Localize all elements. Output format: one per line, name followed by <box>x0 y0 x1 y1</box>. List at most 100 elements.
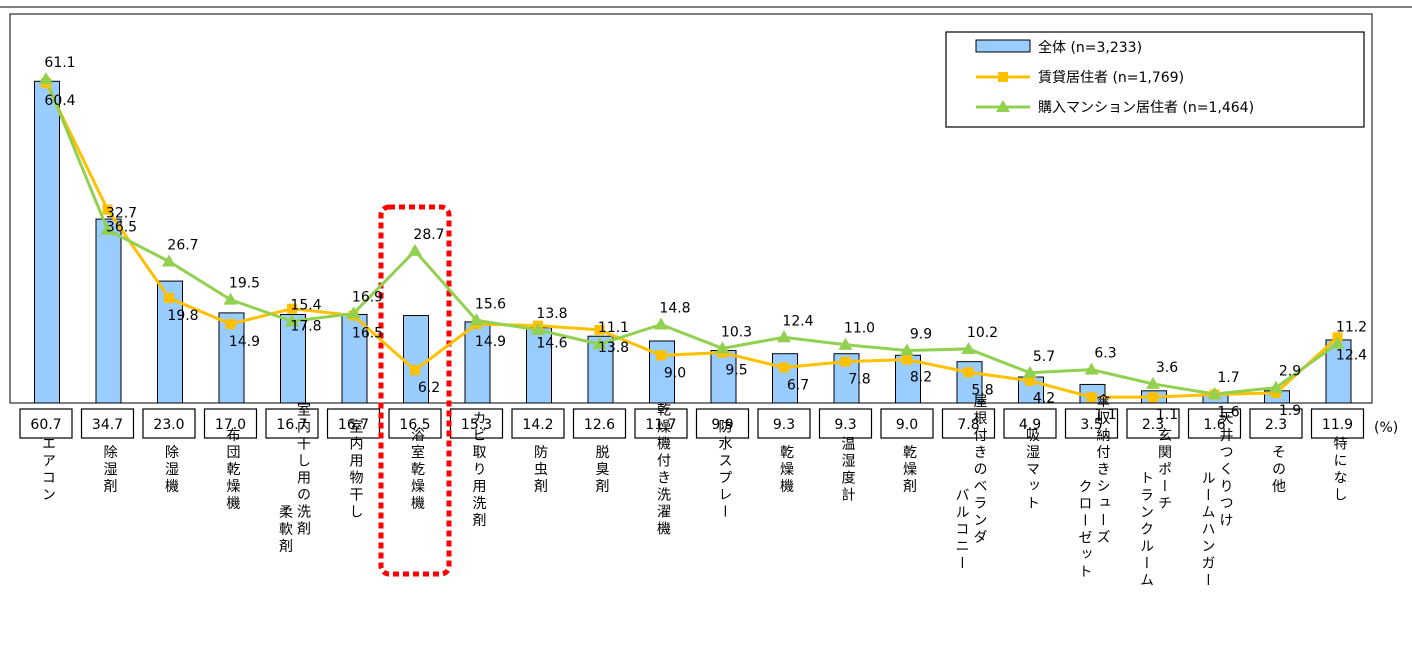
owned-label-21: 11.2 <box>1336 320 1367 336</box>
bar-value-label-9: 12.6 <box>584 417 615 433</box>
bar-value-label-21: 11.9 <box>1322 417 1353 433</box>
category-label-18-0: 玄関ポーチ <box>1156 427 1172 513</box>
rental-label-9: 13.8 <box>598 340 629 356</box>
owned-point-7 <box>469 313 484 326</box>
rental-point-1 <box>102 204 113 215</box>
owned-label-8: 13.8 <box>536 306 567 322</box>
bar-7 <box>464 321 491 404</box>
rental-label-14: 8.2 <box>910 370 932 386</box>
legend-swatch-bar <box>975 39 1031 53</box>
owned-point-19 <box>1207 386 1222 399</box>
category-label-4-1: 柔軟剤 <box>277 505 293 556</box>
category-label-19-0: 天井つくりつけ <box>1218 411 1234 530</box>
rental-label-8: 14.6 <box>536 336 567 352</box>
owned-label-5: 16.9 <box>352 289 383 305</box>
owned-label-18: 3.6 <box>1156 360 1178 376</box>
category-label-15-1: バルコニー <box>954 488 970 573</box>
owned-point-18 <box>1146 376 1160 389</box>
owned-point-10 <box>654 317 668 330</box>
bar-value-label-4: 16.7 <box>276 417 307 433</box>
owned-label-12: 12.4 <box>782 313 813 329</box>
line-owned-condo <box>44 78 1339 396</box>
category-label-16: 吸湿マット <box>1024 428 1040 513</box>
category-label-10: 乾燥機付き洗濯機 <box>655 402 671 538</box>
bar-4 <box>280 313 306 404</box>
rental-label-13: 7.8 <box>848 372 870 388</box>
owned-label-13: 11.0 <box>844 321 875 337</box>
bar-value-box-11 <box>695 408 750 439</box>
owned-label-6: 28.7 <box>413 227 444 243</box>
bar-8 <box>526 327 552 404</box>
owned-point-8 <box>531 322 545 335</box>
owned-label-3: 19.5 <box>229 276 260 292</box>
rental-label-20: 1.9 <box>1279 403 1301 419</box>
rental-label-16: 4.2 <box>1033 391 1055 407</box>
bar-value-box-13 <box>818 408 873 439</box>
rental-label-19: 1.6 <box>1217 405 1239 421</box>
category-label-11: 防水スプレー <box>717 419 733 521</box>
bar-value-label-12: 9.3 <box>773 417 795 433</box>
rental-point-9 <box>594 324 605 335</box>
bar-value-label-2: 23.0 <box>153 417 184 433</box>
category-label-20: その他 <box>1270 445 1286 496</box>
owned-label-16: 5.7 <box>1033 349 1055 365</box>
owned-point-2 <box>162 254 176 267</box>
category-label-15-0: 屋根付きのベランダ <box>972 394 988 547</box>
rental-point-10 <box>656 350 666 361</box>
owned-label-20: 2.9 <box>1279 364 1301 380</box>
owned-point-6 <box>408 243 422 256</box>
owned-label-1: 32.7 <box>106 206 137 222</box>
bar-value-label-13: 9.3 <box>834 417 856 433</box>
bar-value-box-10 <box>634 408 688 439</box>
bar-value-box-15 <box>941 408 996 439</box>
rental-label-0: 60.4 <box>44 93 75 109</box>
bar-value-label-3: 17.0 <box>215 417 246 433</box>
legend-swatch-rental-marker <box>998 72 1008 82</box>
owned-point-9 <box>592 337 607 350</box>
rental-label-15: 5.8 <box>971 382 993 398</box>
bar-value-box-6 <box>388 408 442 439</box>
rental-label-2: 19.8 <box>167 308 198 324</box>
rental-label-5: 16.5 <box>352 326 383 342</box>
unit-label: (%) <box>1374 420 1398 436</box>
category-label-7: カビ取り用洗剤 <box>471 411 487 530</box>
bar-value-label-5: 16.7 <box>338 417 369 433</box>
owned-point-1 <box>100 222 115 235</box>
rental-point-6 <box>410 365 420 376</box>
category-label-5: 室内用物干し <box>348 418 364 521</box>
category-label-17-0: 傘収納付きシューズ <box>1095 394 1111 547</box>
bar-value-box-19 <box>1187 408 1242 439</box>
highlight-box <box>378 204 452 577</box>
bar-value-label-8: 14.2 <box>522 417 553 433</box>
rental-point-4 <box>287 303 297 314</box>
legend-label-overall: 全体 (n=3,233) <box>1038 39 1142 56</box>
owned-point-17 <box>1084 362 1099 375</box>
owned-label-14: 9.9 <box>910 327 932 343</box>
bar-value-box-0 <box>19 408 73 439</box>
bar-value-box-21 <box>1310 408 1365 439</box>
category-label-21: 特になし <box>1332 436 1348 504</box>
bar-value-box-18 <box>1126 408 1180 439</box>
line-rental <box>44 82 1339 399</box>
category-label-3: 布団乾燥機 <box>225 428 241 513</box>
owned-label-19: 1.7 <box>1217 370 1239 386</box>
bar-value-label-17: 3.5 <box>1080 417 1102 433</box>
owned-point-16 <box>1023 365 1037 378</box>
category-label-14: 乾燥剤 <box>901 445 917 496</box>
owned-point-14 <box>900 343 914 356</box>
category-label-1: 除湿剤 <box>102 445 118 496</box>
owned-point-15 <box>961 341 976 354</box>
owned-label-9: 11.1 <box>598 320 629 336</box>
owned-label-0: 61.1 <box>44 55 75 71</box>
bar-value-box-3 <box>203 408 258 439</box>
rental-label-21: 12.4 <box>1336 347 1367 363</box>
category-label-6: 浴室乾燥機 <box>409 428 425 513</box>
owned-point-5 <box>346 306 361 319</box>
category-label-19-1: ルームハンガー <box>1200 471 1216 590</box>
owned-point-20 <box>1269 380 1283 393</box>
bar-value-label-1: 34.7 <box>92 417 123 433</box>
bar-value-label-18: 2.3 <box>1142 417 1164 433</box>
rental-label-12: 6.7 <box>787 377 809 393</box>
rental-label-6: 6.2 <box>418 380 440 396</box>
bar-value-label-11: 9.9 <box>711 417 733 433</box>
